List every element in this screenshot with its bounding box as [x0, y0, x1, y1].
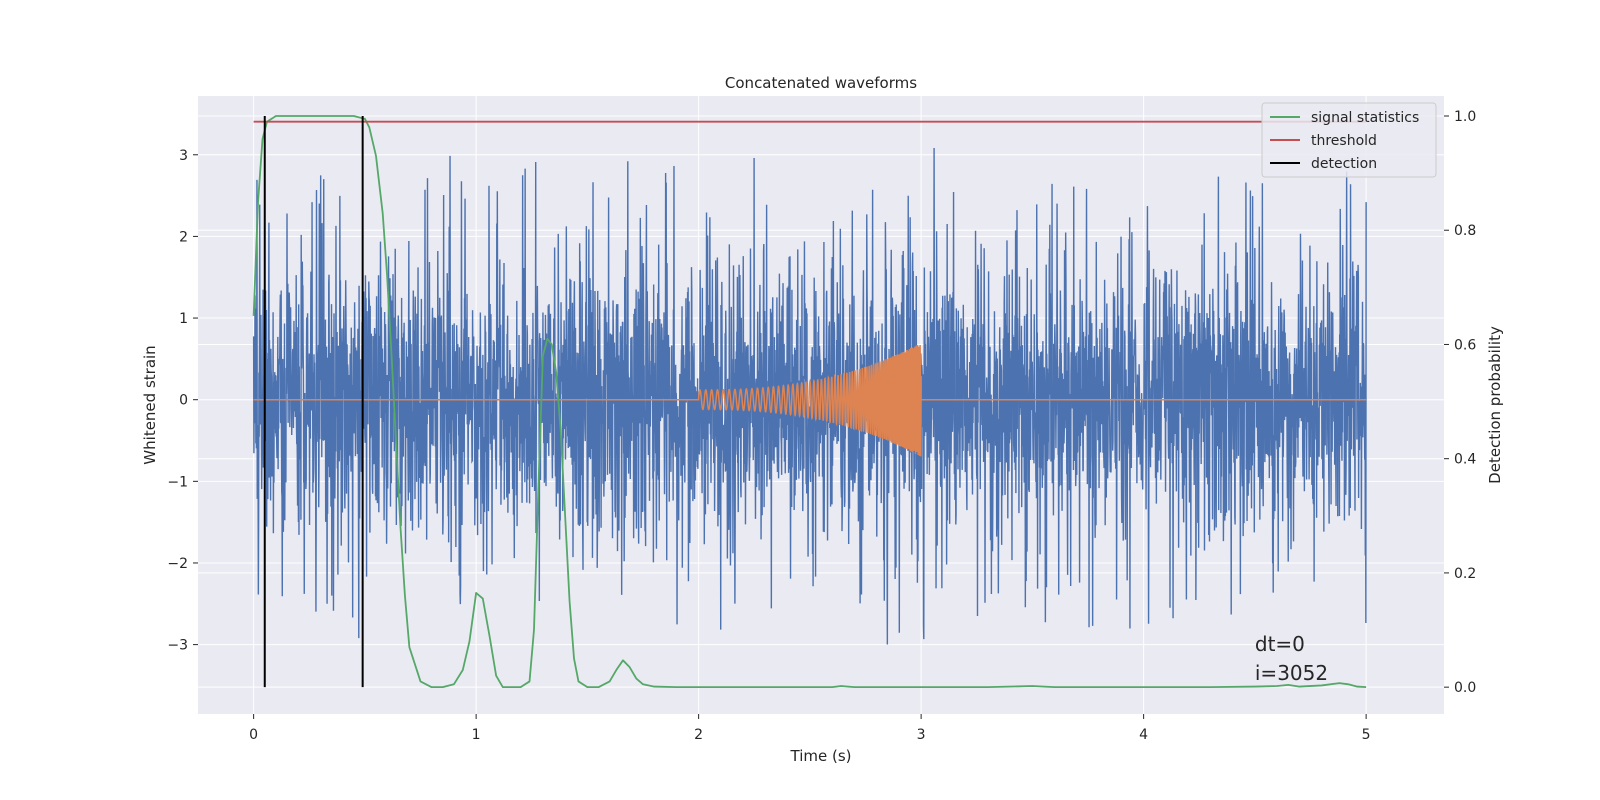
y-tick-label: 1 [179, 311, 188, 327]
y-tick-label: −3 [167, 638, 188, 654]
annotation-index: i=3052 [1255, 661, 1328, 685]
annotation-dt: dt=0 [1255, 632, 1305, 656]
series-whitened-strain [252, 147, 1367, 645]
y2-tick-label: 0.8 [1454, 223, 1476, 239]
y-tick-label: −1 [167, 474, 188, 490]
x-tick-label: 5 [1362, 727, 1371, 743]
y-axis-title: Whitened strain [141, 345, 159, 464]
axes: 0 1 2 3 4 5 −3 −2 −1 0 1 2 3 0.0 0.2 0.4 0.6 0.8 1.0 [167, 109, 1476, 743]
legend-frame [1261, 102, 1437, 178]
y2-tick-label: 0.6 [1454, 337, 1476, 353]
legend-label-threshold: threshold [1311, 133, 1377, 149]
plot-area [252, 115, 1367, 689]
y2-tick-label: 0.0 [1454, 680, 1476, 696]
y-tick-label: 2 [179, 229, 188, 245]
y2-axis-title: Detection probability [1486, 326, 1504, 484]
legend-label-detection: detection [1311, 156, 1377, 172]
y-tick-label: 0 [179, 393, 188, 409]
series-injected-chirp [253, 344, 1367, 457]
annotation: dt=0 i=3052 [1255, 632, 1328, 685]
x-tick-label: 4 [1139, 727, 1148, 743]
x-axis-title: Time (s) [790, 747, 852, 765]
legend-label-signal-statistics: signal statistics [1311, 110, 1419, 126]
y-tick-label: 3 [179, 148, 188, 164]
x-tick-label: 2 [694, 727, 703, 743]
y2-tick-label: 0.2 [1454, 566, 1476, 582]
chart-title: Concatenated waveforms [725, 74, 917, 92]
series-signal-statistics [252, 115, 1367, 689]
y-tick-label: −2 [167, 556, 188, 572]
x-tick-label: 0 [249, 727, 258, 743]
y2-tick-label: 0.4 [1454, 452, 1476, 468]
x-tick-label: 1 [472, 727, 481, 743]
y2-tick-label: 1.0 [1454, 109, 1476, 125]
legend: signal statistics threshold detection [1261, 102, 1437, 178]
x-tick-label: 3 [917, 727, 926, 743]
